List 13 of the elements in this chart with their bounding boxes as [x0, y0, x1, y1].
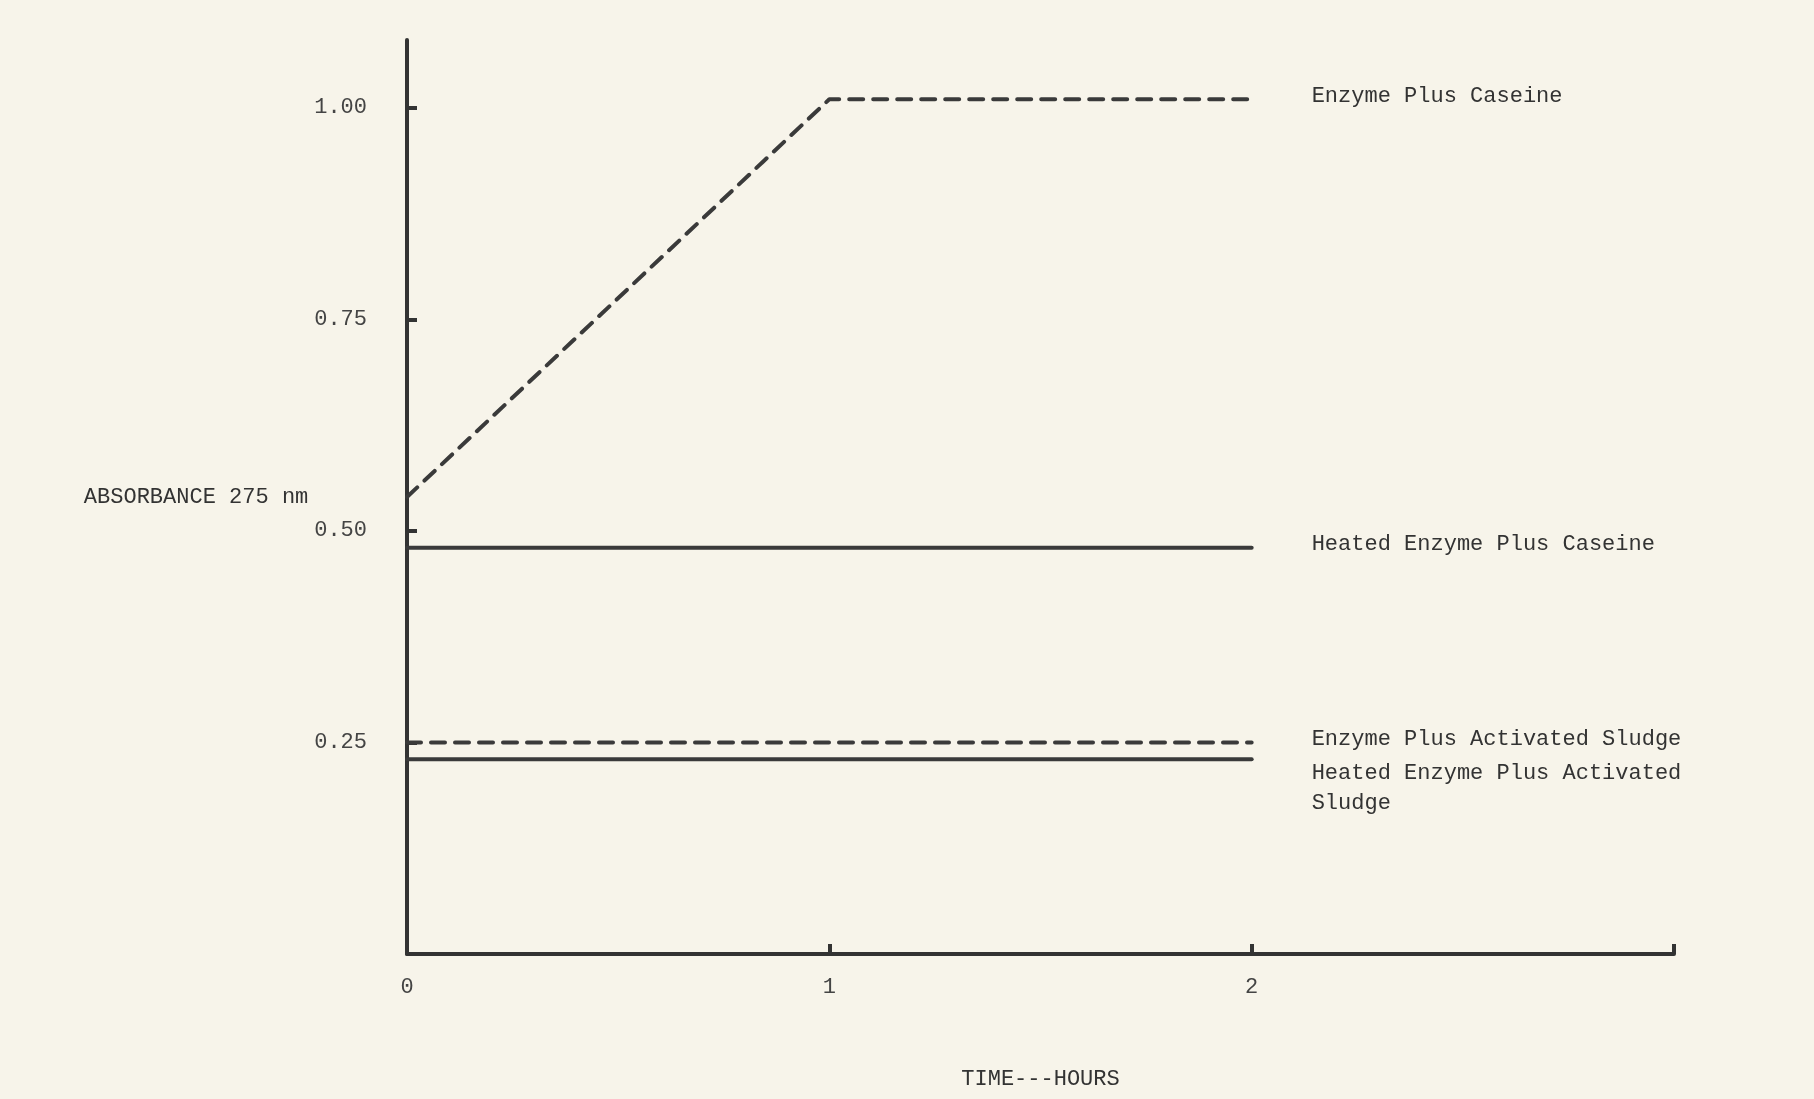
y-tick-label: 0.75	[314, 306, 367, 332]
text: Heated Enzyme Plus Caseine	[1311, 532, 1655, 558]
y-tick-label: 1.00	[314, 95, 367, 121]
x-tick-label: 1	[822, 974, 836, 1000]
text: Enzyme Plus Activated Sludge	[1311, 726, 1682, 752]
x-axis-title: TIME---HOURS	[961, 1066, 1120, 1092]
y-tick-label: 0.25	[314, 729, 367, 755]
text: Enzyme Plus Caseine	[1311, 83, 1563, 109]
x-tick-label: 0	[400, 974, 414, 1000]
text: Heated Enzyme Plus Activated Sludge	[1311, 760, 1695, 816]
y-axis-title: ABSORBANCE 275 nm	[83, 484, 309, 510]
x-tick-label: 2	[1245, 974, 1259, 1000]
y-tick-label: 0.50	[314, 518, 367, 544]
